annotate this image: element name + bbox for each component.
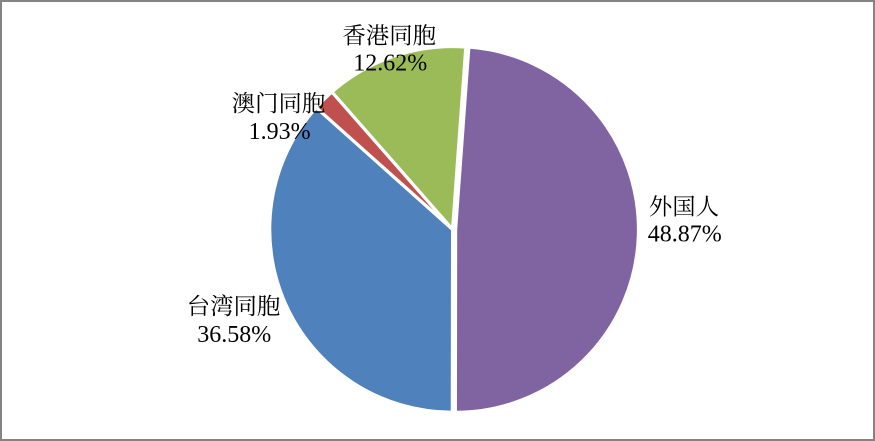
svg-text:48.87%: 48.87%: [648, 222, 722, 248]
svg-text:12.62%: 12.62%: [353, 50, 427, 76]
svg-text:1.93%: 1.93%: [249, 119, 311, 145]
svg-text:36.58%: 36.58%: [197, 322, 271, 348]
